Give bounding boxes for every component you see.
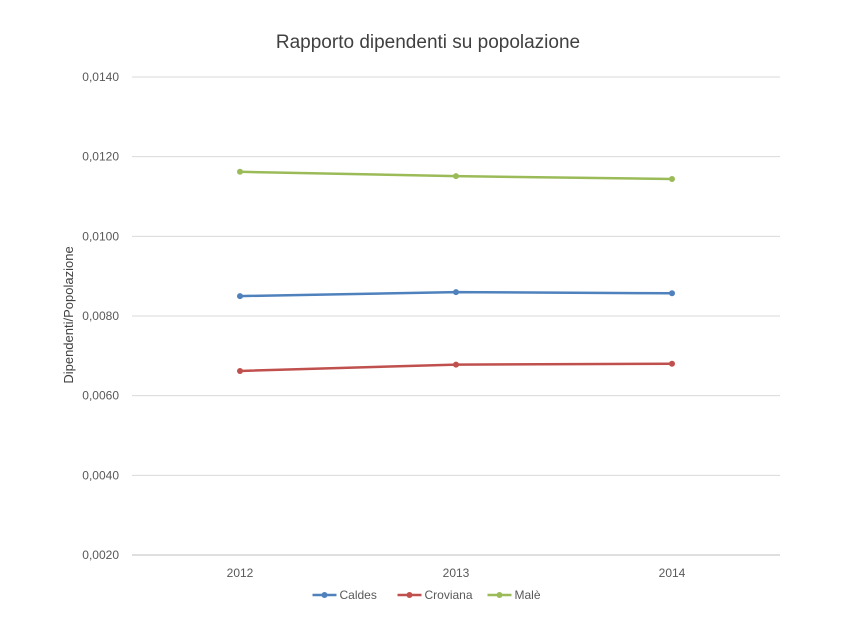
legend-label: Caldes xyxy=(340,588,377,602)
legend-label: Malè xyxy=(515,588,541,602)
legend-item: Caldes xyxy=(312,588,377,602)
legend-item: Croviana xyxy=(397,588,473,602)
data-point xyxy=(453,361,459,368)
y-tick-label: 0,0040 xyxy=(82,468,119,482)
legend-marker xyxy=(496,592,503,598)
y-tick-label: 0,0060 xyxy=(82,389,119,403)
data-point xyxy=(669,290,675,297)
legend-label: Croviana xyxy=(425,588,473,602)
y-axis-label: Dipendenti/Popolazione xyxy=(61,246,76,383)
legend-item: Malè xyxy=(487,588,541,602)
data-point xyxy=(669,360,675,367)
gridlines xyxy=(132,76,780,556)
series-1 xyxy=(237,360,675,374)
y-tick-label: 0,0020 xyxy=(82,548,119,562)
x-tick-label: 2013 xyxy=(443,566,470,580)
y-tick-label: 0,0080 xyxy=(82,309,119,323)
data-point xyxy=(237,367,243,374)
y-tick-label: 0,0120 xyxy=(82,150,119,164)
legend-marker xyxy=(321,592,328,598)
series-0 xyxy=(237,289,675,300)
legend-marker xyxy=(406,592,413,598)
x-tick-labels: 2012 2013 2014 xyxy=(227,566,686,580)
y-tick-label: 0,0100 xyxy=(82,229,119,243)
series-lines xyxy=(237,168,675,374)
data-point xyxy=(453,289,459,296)
x-tick-label: 2014 xyxy=(659,566,686,580)
y-tick-label: 0,0140 xyxy=(82,70,119,84)
data-point xyxy=(237,168,243,175)
data-point xyxy=(453,173,459,180)
x-tick-label: 2012 xyxy=(227,566,254,580)
chart-title: Rapporto dipendenti su popolazione xyxy=(276,32,580,53)
y-tick-labels: 0,0020 0,0040 0,0060 0,0080 0,0100 0,0120 0,01… xyxy=(82,70,119,562)
legend: Caldes Croviana Malè xyxy=(312,588,541,602)
data-point xyxy=(669,175,675,182)
data-point xyxy=(237,293,243,300)
series-2 xyxy=(237,168,675,182)
